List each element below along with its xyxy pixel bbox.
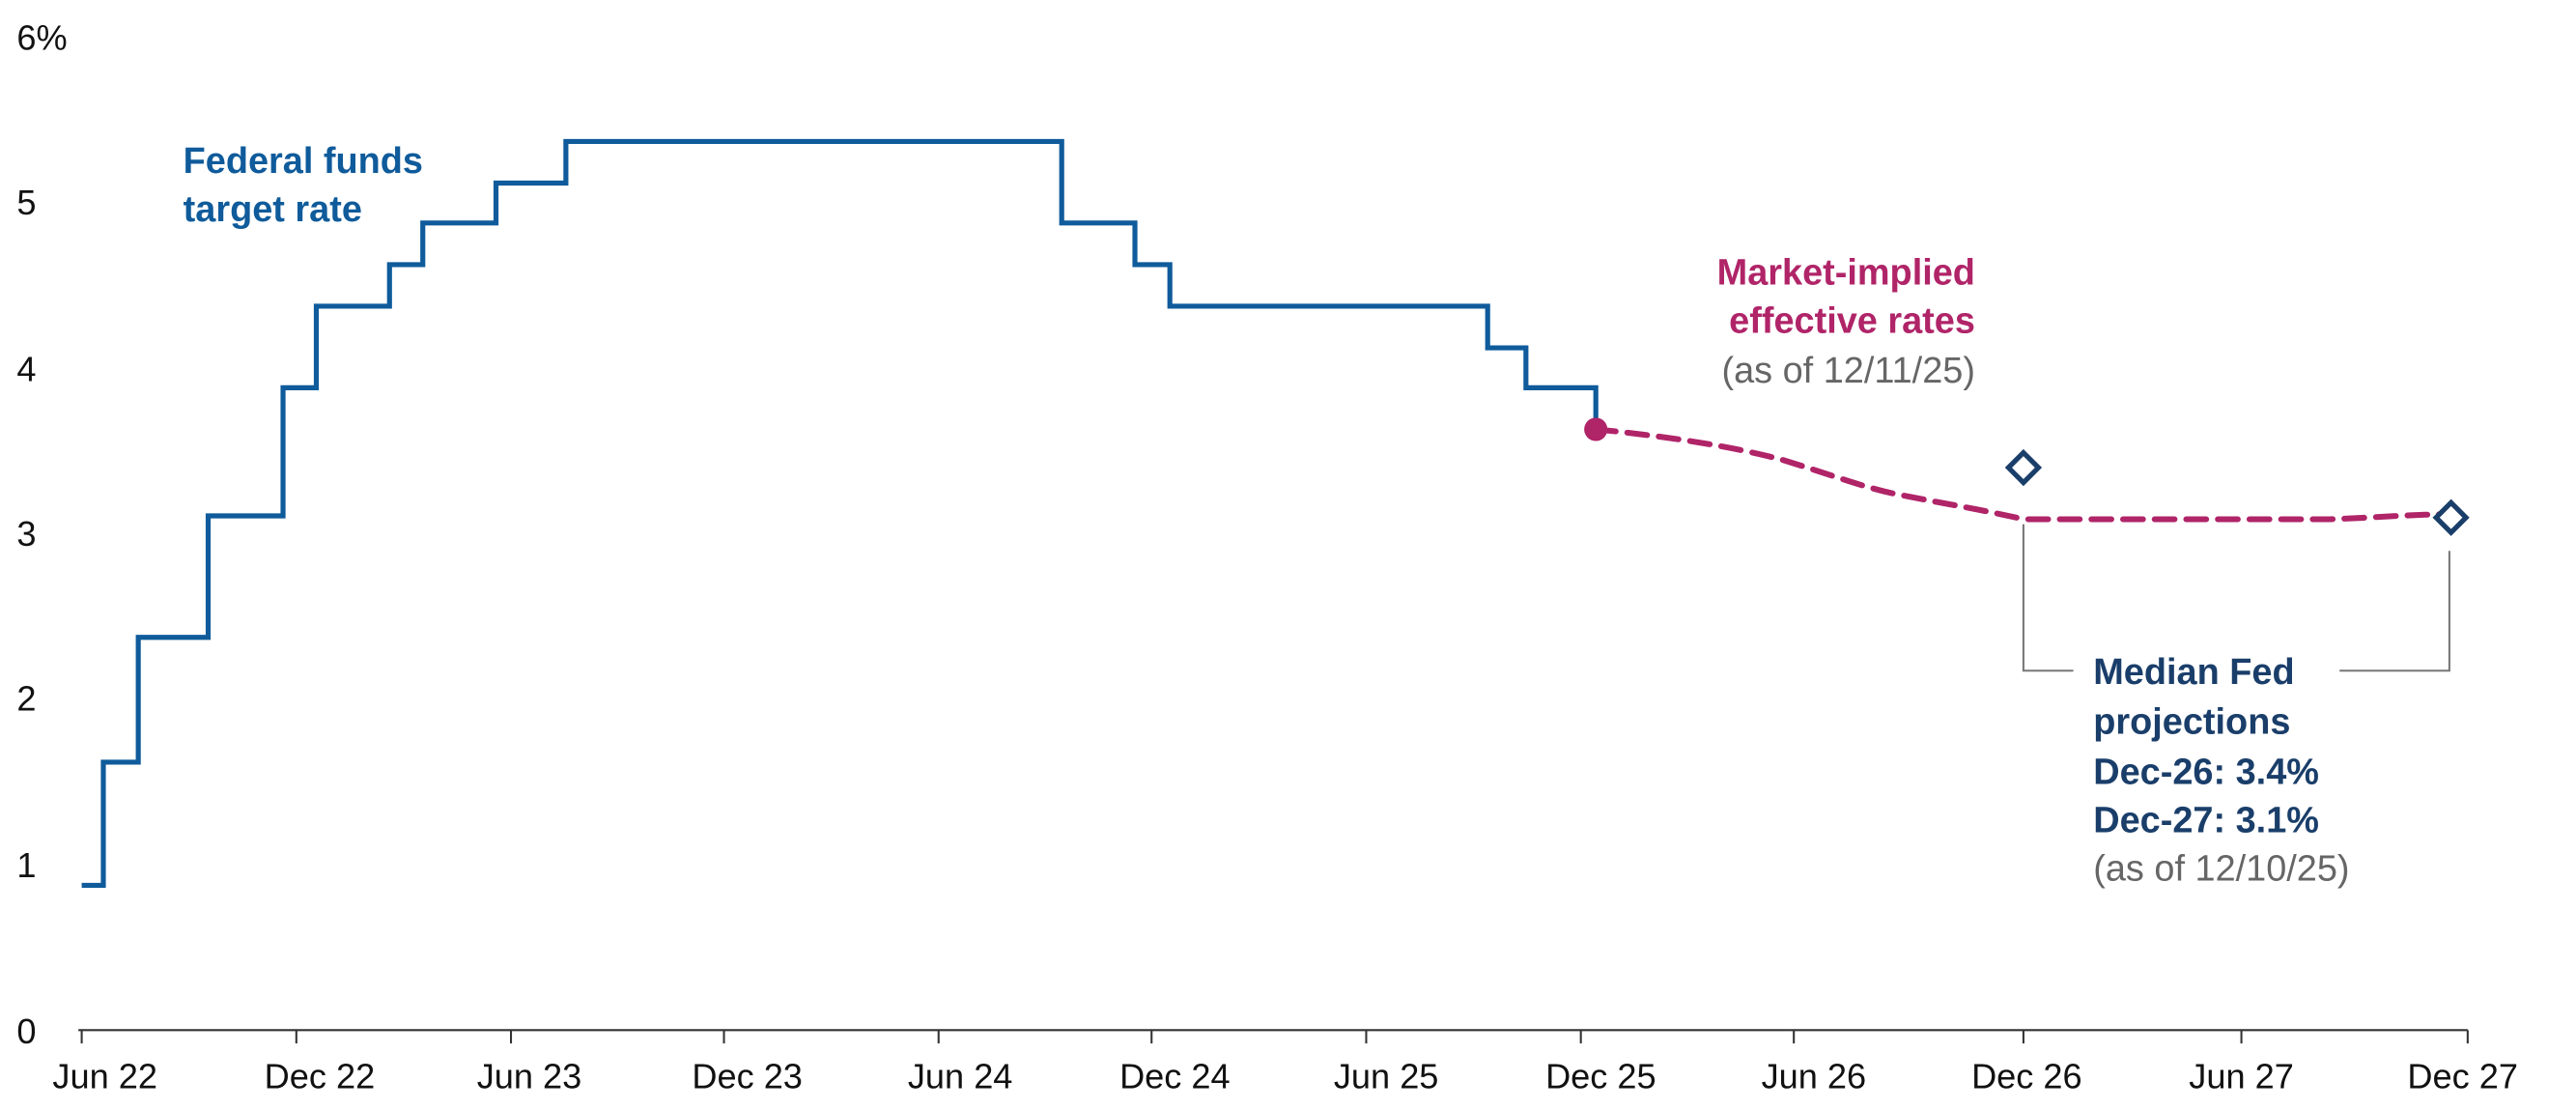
market-implied-line xyxy=(1593,426,2454,523)
y-tick-3: 3 xyxy=(16,514,36,554)
x-tick-jun23: Jun 23 xyxy=(477,1057,582,1096)
median-annotation: Median Fed projections Dec-26: 3.4% Dec-… xyxy=(2093,652,2349,889)
x-tick-jun24: Jun 24 xyxy=(908,1057,1013,1096)
y-tick-5: 5 xyxy=(16,183,36,222)
median-label-line2: projections xyxy=(2093,702,2290,743)
median-label-line1: Median Fed xyxy=(2093,652,2294,693)
y-tick-1: 1 xyxy=(16,845,36,885)
fed-funds-label-line2: target rate xyxy=(184,189,362,230)
median-dec27-value: Dec-27: 3.1% xyxy=(2093,800,2319,840)
diamond-dec26-icon xyxy=(2004,448,2043,487)
x-axis xyxy=(78,1029,2469,1044)
x-tick-dec23: Dec 23 xyxy=(692,1057,803,1096)
x-tick-dec26: Dec 26 xyxy=(1971,1057,2082,1096)
x-tick-jun27: Jun 27 xyxy=(2189,1057,2294,1096)
x-tick-dec24: Dec 24 xyxy=(1119,1057,1231,1096)
median-dec26-value: Dec-26: 3.4% xyxy=(2093,752,2319,792)
x-tick-dec27: Dec 27 xyxy=(2407,1057,2518,1096)
median-fed-markers xyxy=(2004,448,2470,536)
market-label-line2: effective rates xyxy=(1729,301,1975,342)
x-tick-jun26: Jun 26 xyxy=(1762,1057,1867,1096)
median-asof: (as of 12/10/25) xyxy=(2093,848,2349,889)
y-axis-labels: 0 1 2 3 4 5 6% xyxy=(16,18,67,1051)
diamond-dec27-icon xyxy=(2432,498,2470,536)
market-annotation: Market-implied effective rates (as of 12… xyxy=(1717,253,1975,392)
x-tick-jun25: Jun 25 xyxy=(1334,1057,1439,1096)
y-tick-2: 2 xyxy=(16,679,36,719)
x-tick-dec22: Dec 22 xyxy=(265,1057,376,1096)
market-label-line1: Market-implied xyxy=(1717,253,1975,294)
market-start-dot xyxy=(1584,417,1608,441)
fed-funds-annotation: Federal funds target rate xyxy=(184,141,423,230)
market-asof: (as of 12/11/25) xyxy=(1721,351,1974,391)
y-tick-0: 0 xyxy=(16,1011,36,1051)
median-leader-lines xyxy=(2022,524,2450,672)
x-axis-labels: Jun 22 Dec 22 Jun 23 Dec 23 Jun 24 Dec 2… xyxy=(52,1057,2518,1096)
fed-funds-label-line1: Federal funds xyxy=(184,141,423,182)
y-tick-6: 6% xyxy=(16,18,67,58)
fed-funds-line xyxy=(81,138,1599,889)
x-tick-jun22: Jun 22 xyxy=(52,1057,157,1096)
y-tick-4: 4 xyxy=(16,349,36,388)
x-tick-dec25: Dec 25 xyxy=(1545,1057,1656,1096)
